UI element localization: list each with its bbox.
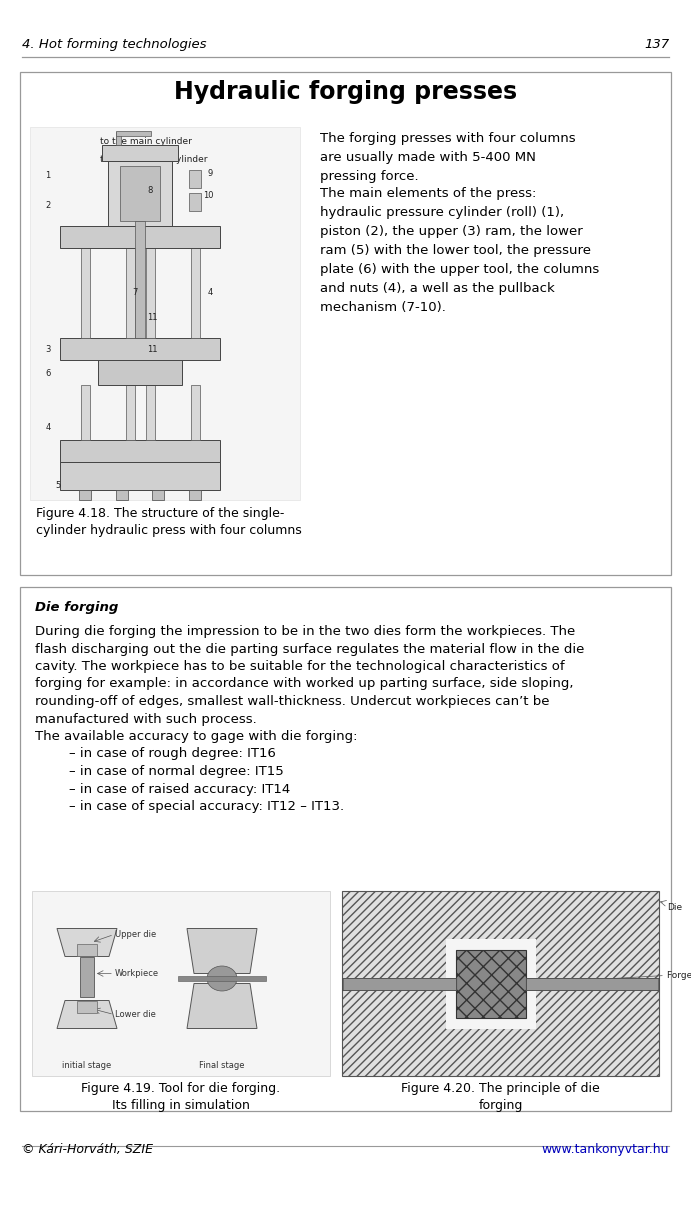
Text: 2: 2 [46,201,50,211]
Text: 7: 7 [132,288,138,298]
Bar [60,226,220,248]
Text: Die: Die [667,903,682,912]
Text: Forged part: Forged part [667,971,691,980]
Bar [126,385,135,440]
Text: Figure 4.18. The structure of the single-: Figure 4.18. The structure of the single… [36,507,285,520]
Bar [20,587,671,1110]
Text: 5: 5 [55,481,61,489]
Text: forging for example: in accordance with worked up parting surface, side sloping,: forging for example: in accordance with … [35,677,574,690]
Polygon shape [57,929,117,957]
Bar [135,220,145,338]
Bar [80,385,90,440]
Text: – in case of normal degree: IT15: – in case of normal degree: IT15 [35,765,284,777]
Bar [191,385,200,440]
Bar [189,170,201,188]
Text: to the pullback cylinder: to the pullback cylinder [100,155,207,163]
Bar [60,440,220,463]
Bar [189,193,201,211]
Ellipse shape [207,966,237,991]
Bar [152,490,164,500]
Bar [30,127,300,500]
Bar [115,131,151,136]
Text: Figure 4.19. Tool for die forging.: Figure 4.19. Tool for die forging. [82,1081,281,1095]
Bar [98,360,182,385]
Text: Hydraulic forging presses: Hydraulic forging presses [174,80,517,104]
Bar [120,166,160,220]
Text: rounding-off of edges, smallest wall-thickness. Undercut workpieces can’t be: rounding-off of edges, smallest wall-thi… [35,695,549,708]
Bar [446,939,536,1028]
Text: – in case of special accuracy: IT12 – IT13.: – in case of special accuracy: IT12 – IT… [35,800,344,813]
Bar [60,338,220,360]
Text: The main elements of the press:
hydraulic pressure cylinder (roll) (1),
piston (: The main elements of the press: hydrauli… [320,186,599,314]
Bar [102,145,178,161]
Text: 1: 1 [46,172,50,180]
Text: 4: 4 [46,423,50,431]
Text: Figure 4.20. The principle of die: Figure 4.20. The principle of die [401,1081,600,1095]
Bar [116,490,128,500]
Text: initial stage: initial stage [62,1061,112,1071]
Bar [525,977,658,989]
Bar [146,385,155,440]
Text: Final stage: Final stage [199,1061,245,1071]
Text: Its filling in simulation: Its filling in simulation [112,1100,250,1112]
Text: 4: 4 [207,288,213,298]
Text: 3: 3 [46,344,50,354]
Bar [32,891,330,1077]
Bar [60,463,220,490]
Text: Lower die: Lower die [115,1010,156,1018]
Bar [77,1000,97,1012]
Text: 9: 9 [207,170,213,178]
Bar [108,161,172,226]
Text: www.tankonyvtar.hu: www.tankonyvtar.hu [542,1143,669,1157]
Bar [342,977,455,989]
Text: 6: 6 [46,368,50,378]
Bar [115,132,120,145]
Text: 11: 11 [146,344,158,354]
Bar [178,976,266,981]
Bar [126,248,135,338]
Bar [79,490,91,500]
Text: © Kári-Horváth, SZIE: © Kári-Horváth, SZIE [22,1143,153,1157]
Text: The available accuracy to gage with die forging:: The available accuracy to gage with die … [35,730,357,744]
Text: – in case of raised accuracy: IT14: – in case of raised accuracy: IT14 [35,782,290,796]
Text: Upper die: Upper die [115,930,156,939]
Bar [191,248,200,338]
Bar [525,978,658,988]
Text: – in case of rough degree: IT16: – in case of rough degree: IT16 [35,747,276,761]
Bar [342,891,659,1077]
Bar [77,945,97,957]
Text: Workpiece: Workpiece [115,969,159,978]
Text: 8: 8 [147,186,153,195]
Bar [189,490,201,500]
Text: cylinder hydraulic press with four columns: cylinder hydraulic press with four colum… [36,524,302,536]
Text: 10: 10 [202,191,214,201]
Text: flash discharging out the die parting surface regulates the material flow in the: flash discharging out the die parting su… [35,643,585,655]
Polygon shape [57,1000,117,1028]
Bar [20,71,671,575]
Text: 11: 11 [146,314,158,322]
Bar [343,977,455,989]
Text: 4. Hot forming technologies: 4. Hot forming technologies [22,38,207,51]
Text: Die forging: Die forging [35,601,118,614]
Text: forging: forging [478,1100,522,1112]
Bar [80,248,90,338]
Text: cavity. The workpiece has to be suitable for the technological characteristics o: cavity. The workpiece has to be suitable… [35,660,565,673]
Text: During die forging the impression to be in the two dies form the workpieces. The: During die forging the impression to be … [35,625,575,638]
Polygon shape [187,983,257,1028]
Text: to the main cylinder: to the main cylinder [100,137,192,147]
Bar [80,957,94,997]
Text: manufactured with such process.: manufactured with such process. [35,712,257,725]
Bar [455,949,525,1017]
Text: The forging presses with four columns
are usually made with 5-400 MN
pressing fo: The forging presses with four columns ar… [320,132,576,183]
Text: 137: 137 [644,38,669,51]
Polygon shape [187,929,257,974]
Bar [343,978,455,988]
Bar [525,977,659,989]
Bar [146,248,155,338]
